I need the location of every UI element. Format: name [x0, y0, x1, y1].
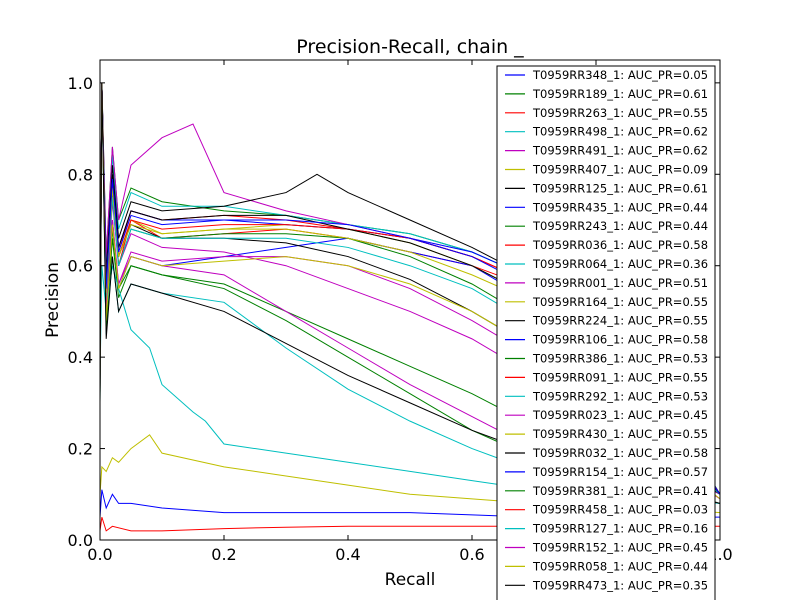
- x-tick-label: 0.6: [459, 545, 484, 564]
- legend-entry-label: T0959RR435_1: AUC_PR=0.44: [532, 200, 708, 214]
- legend-entry-label: T0959RR430_1: AUC_PR=0.55: [532, 427, 708, 441]
- legend-entry-label: T0959RR224_1: AUC_PR=0.55: [532, 314, 708, 328]
- x-tick-label: 0.2: [211, 545, 236, 564]
- legend-entry-label: T0959RR348_1: AUC_PR=0.05: [532, 68, 708, 82]
- legend-entry-label: T0959RR127_1: AUC_PR=0.16: [532, 522, 708, 536]
- legend-entry-label: T0959RR292_1: AUC_PR=0.53: [532, 389, 708, 403]
- legend-entry-label: T0959RR036_1: AUC_PR=0.58: [532, 238, 708, 252]
- y-tick-label: 0.2: [68, 440, 93, 459]
- legend-entry-label: T0959RR386_1: AUC_PR=0.53: [532, 352, 708, 366]
- legend: T0959RR348_1: AUC_PR=0.05 T0959RR189_1: A…: [496, 65, 716, 600]
- x-axis-label: Recall: [385, 570, 436, 590]
- x-tick-label: 0.0: [87, 545, 112, 564]
- legend-entry-label: T0959RR091_1: AUC_PR=0.55: [532, 370, 708, 384]
- y-tick-label: 0.6: [68, 257, 93, 276]
- y-tick-label: 0.8: [68, 165, 93, 184]
- legend-entry-label: T0959RR473_1: AUC_PR=0.35: [532, 578, 708, 592]
- legend-entry-label: T0959RR263_1: AUC_PR=0.55: [532, 106, 708, 120]
- y-axis-label: Precision: [43, 262, 63, 338]
- legend-entry-label: T0959RR498_1: AUC_PR=0.62: [532, 125, 708, 139]
- y-tick-label: 1.0: [68, 74, 93, 93]
- legend-entry-label: T0959RR064_1: AUC_PR=0.36: [532, 257, 708, 271]
- legend-entry-label: T0959RR152_1: AUC_PR=0.45: [532, 541, 708, 555]
- y-tick-label: 0.4: [68, 348, 93, 367]
- legend-entry-label: T0959RR032_1: AUC_PR=0.58: [532, 446, 708, 460]
- legend-entry-label: T0959RR154_1: AUC_PR=0.57: [532, 465, 708, 479]
- legend-box: [496, 65, 716, 600]
- legend-entry-label: T0959RR058_1: AUC_PR=0.44: [532, 559, 708, 573]
- legend-entry-label: T0959RR381_1: AUC_PR=0.41: [532, 484, 708, 498]
- legend-entry-label: T0959RR491_1: AUC_PR=0.62: [532, 144, 708, 158]
- legend-entry-label: T0959RR189_1: AUC_PR=0.61: [532, 87, 708, 101]
- legend-entry-label: T0959RR407_1: AUC_PR=0.09: [532, 163, 708, 177]
- legend-entry-label: T0959RR243_1: AUC_PR=0.44: [532, 219, 708, 233]
- y-tick-label: 0.0: [68, 531, 93, 550]
- chart-title: Precision-Recall, chain _: [296, 36, 524, 58]
- legend-entry-label: T0959RR001_1: AUC_PR=0.51: [532, 276, 708, 290]
- x-tick-label: 0.4: [335, 545, 360, 564]
- legend-entry-label: T0959RR125_1: AUC_PR=0.61: [532, 181, 708, 195]
- legend-entry-label: T0959RR164_1: AUC_PR=0.55: [532, 295, 708, 309]
- legend-entry-label: T0959RR458_1: AUC_PR=0.03: [532, 503, 708, 517]
- plot-frame: [99, 59, 721, 541]
- legend-entry-label: T0959RR106_1: AUC_PR=0.58: [532, 333, 708, 347]
- legend-entry-label: T0959RR023_1: AUC_PR=0.45: [532, 408, 708, 422]
